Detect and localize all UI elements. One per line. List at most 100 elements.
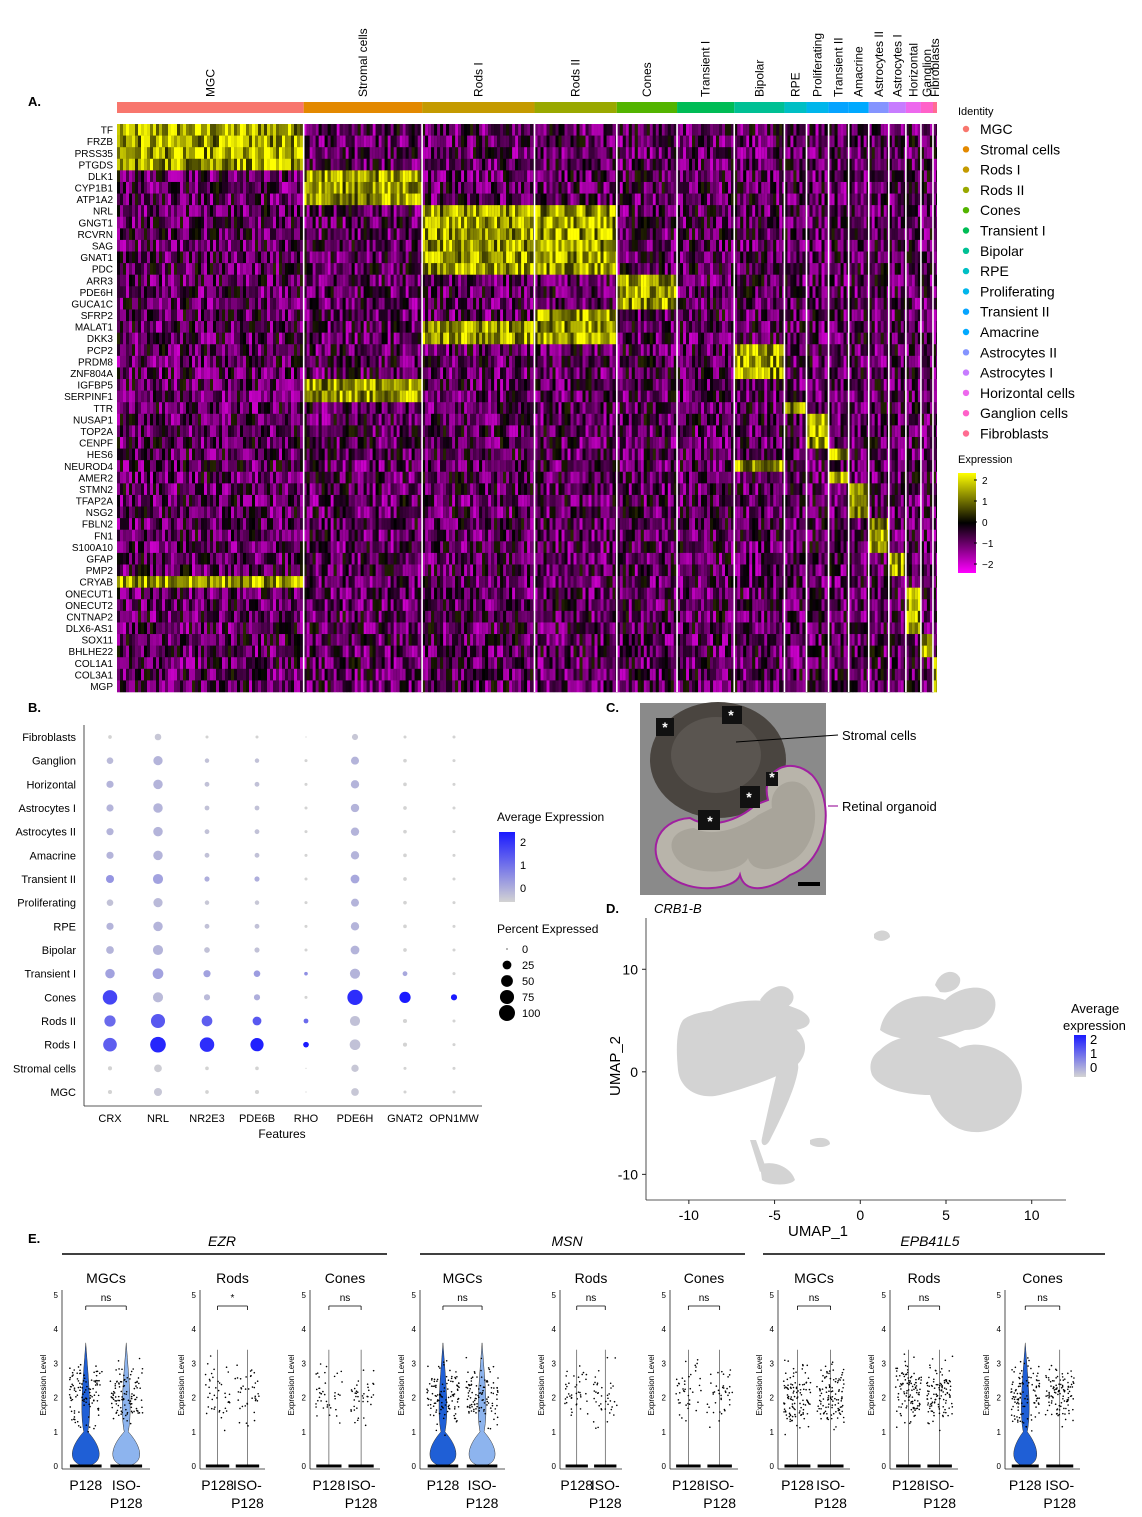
data-point (1016, 1392, 1019, 1395)
stromal-cells-label: Stromal cells (842, 728, 917, 743)
data-point (586, 1413, 589, 1415)
data-point (1014, 1396, 1017, 1398)
dotplot-point (304, 971, 308, 976)
data-point (324, 1382, 327, 1384)
data-point (83, 1404, 85, 1406)
data-point (594, 1376, 597, 1378)
data-point (322, 1407, 325, 1409)
data-point (74, 1390, 77, 1393)
data-point (315, 1406, 317, 1408)
data-point (722, 1387, 725, 1389)
data-point (908, 1383, 910, 1386)
data-point (494, 1412, 497, 1415)
gene-label: ONECUT2 (65, 601, 113, 612)
violin-y-tick-label: 2 (770, 1394, 775, 1403)
data-point (795, 1386, 798, 1389)
dotplot-point (106, 780, 114, 788)
data-point (430, 1399, 432, 1401)
data-point (335, 1408, 337, 1411)
data-point (317, 1399, 319, 1402)
data-point (208, 1386, 210, 1389)
data-point (941, 1385, 943, 1387)
data-point (1017, 1406, 1019, 1408)
gene-label: COL1A1 (75, 659, 114, 670)
data-point (71, 1375, 74, 1377)
violin-y-tick-label: 5 (882, 1291, 887, 1300)
dotplot-point (303, 1041, 309, 1048)
data-point (807, 1401, 810, 1404)
data-point (566, 1385, 568, 1388)
data-point (1067, 1392, 1070, 1395)
data-point (947, 1382, 950, 1385)
data-point (728, 1385, 731, 1388)
data-point (258, 1395, 260, 1397)
data-point (827, 1398, 830, 1401)
data-point (802, 1408, 805, 1411)
dotplot-y-label: Astrocytes I (19, 803, 76, 815)
dotplot-point (402, 971, 408, 977)
umap-cells (676, 930, 1022, 1185)
identity-legend-dot (962, 288, 970, 295)
data-point (220, 1416, 223, 1419)
data-point (427, 1398, 430, 1401)
data-point (943, 1387, 946, 1389)
data-point (728, 1403, 731, 1406)
violin-gene-title: EPB41L5 (900, 1233, 959, 1249)
data-point (254, 1395, 257, 1398)
data-point (118, 1399, 121, 1402)
data-point (333, 1395, 336, 1397)
data-point (579, 1396, 582, 1398)
data-point (839, 1379, 841, 1381)
data-point (830, 1390, 833, 1393)
data-point (1011, 1397, 1014, 1400)
data-point (909, 1394, 912, 1396)
asterisk-marker: * (707, 813, 713, 829)
data-point (576, 1398, 579, 1400)
data-point (239, 1377, 242, 1380)
gene-label: STMN2 (79, 485, 113, 496)
data-point (831, 1404, 834, 1406)
data-point (948, 1393, 951, 1396)
violin-x-tick-label: P128 (560, 1477, 593, 1493)
dotplot-point (152, 968, 164, 980)
gene-label: MALAT1 (75, 323, 114, 334)
data-point (474, 1372, 476, 1374)
data-point (449, 1395, 452, 1398)
dotplot-point (304, 759, 308, 763)
data-point (834, 1393, 837, 1395)
data-point (353, 1409, 356, 1411)
dotplot-y-label: Ganglion (32, 756, 76, 768)
violin-x-tick-label: ISO- (591, 1477, 620, 1493)
dotplot-point (452, 901, 456, 905)
data-point (129, 1422, 132, 1425)
dotplot-point (304, 924, 308, 928)
data-point (597, 1369, 600, 1372)
data-point (791, 1403, 794, 1405)
data-point (366, 1383, 369, 1385)
data-point (793, 1395, 796, 1398)
violin-shape (1013, 1342, 1037, 1467)
violin-x-tick-label: P128 (1009, 1477, 1042, 1493)
data-point (239, 1391, 242, 1394)
data-point (614, 1357, 617, 1359)
data-point (910, 1375, 913, 1378)
dotplot-point (403, 1066, 407, 1070)
data-point (322, 1390, 324, 1393)
data-point (930, 1405, 933, 1407)
data-point (340, 1370, 343, 1373)
zero-points (69, 1464, 102, 1468)
data-point (1031, 1383, 1033, 1386)
data-point (834, 1404, 837, 1406)
data-point (947, 1414, 949, 1417)
data-point (496, 1404, 498, 1407)
data-point (122, 1417, 125, 1420)
data-point (948, 1407, 950, 1409)
data-point (940, 1389, 943, 1391)
data-point (237, 1391, 240, 1393)
data-point (919, 1388, 921, 1391)
data-point (837, 1402, 840, 1404)
data-point (432, 1405, 435, 1407)
data-point (566, 1370, 568, 1373)
dotplot-point (205, 735, 209, 739)
data-point (570, 1397, 573, 1399)
